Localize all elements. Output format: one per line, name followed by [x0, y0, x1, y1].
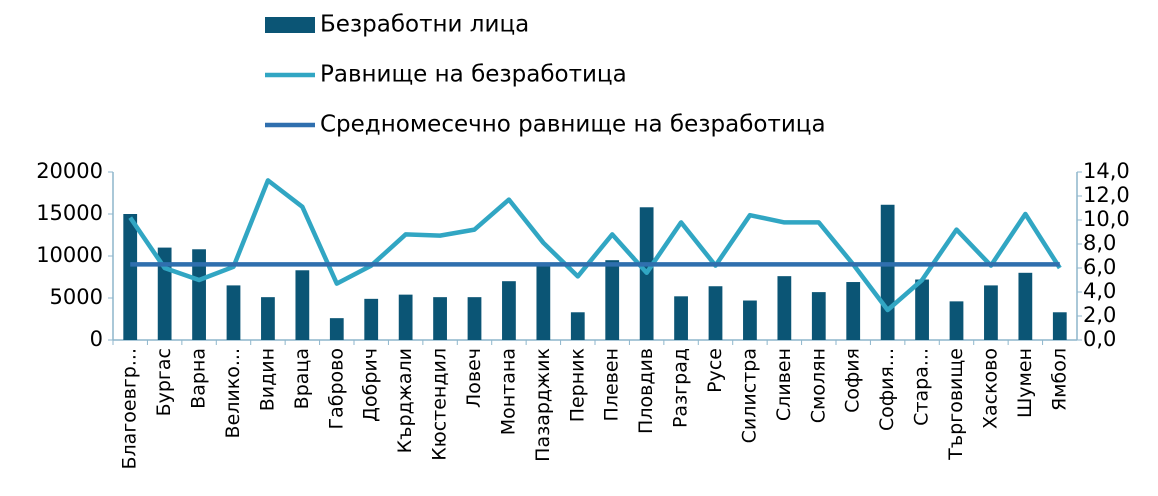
y2-tick-label: 6,0 — [1083, 255, 1116, 279]
x-tick-label: Сливен — [773, 348, 795, 421]
bar — [364, 298, 379, 340]
legend-label: Средномесечно равнище на безработица — [320, 112, 826, 138]
bar — [536, 265, 551, 340]
x-tick-label: Русе — [704, 348, 726, 393]
x-tick-label: Разград — [670, 348, 692, 428]
line — [128, 178, 1062, 313]
x-tick-label: Монтана — [497, 348, 519, 435]
bar — [915, 279, 929, 340]
legend-label: Равнище на безработица — [320, 62, 627, 88]
x-tick-label: Враца — [291, 348, 313, 409]
x-tick-label: Видин — [256, 348, 278, 411]
bar — [777, 276, 792, 340]
bar — [467, 297, 482, 340]
legend-label: Безработни лица — [320, 12, 529, 38]
bar — [605, 260, 620, 340]
bar — [261, 297, 275, 340]
x-tick-label: Кърджали — [394, 348, 416, 453]
x-tick-label: Велико... — [222, 348, 244, 438]
y-tick-label: 15000 — [36, 201, 103, 225]
bar — [674, 296, 688, 340]
x-tick-label: Силистра — [738, 348, 760, 443]
y2-tick-label: 2,0 — [1083, 303, 1116, 327]
bar — [984, 285, 998, 340]
y-tick-label: 20000 — [36, 159, 103, 183]
x-tick-label: Кюстендил — [429, 348, 451, 461]
bar — [811, 292, 826, 340]
x-tick-label: Шумен — [1014, 348, 1036, 418]
x-tick-label: Пловдив — [635, 348, 657, 434]
x-tick-label: Стара... — [911, 348, 933, 426]
x-tick-label: София... — [876, 348, 898, 431]
bar — [846, 282, 861, 340]
x-tick-label: Габрово — [325, 348, 347, 429]
bar — [1052, 312, 1067, 340]
bar — [743, 300, 757, 340]
x-tick-label: Пазарджик — [532, 348, 554, 462]
bar — [329, 318, 344, 340]
y-tick-label: 10000 — [36, 243, 103, 267]
bar — [295, 270, 310, 340]
bar — [192, 249, 206, 340]
bar — [570, 312, 585, 340]
y2-tick-label: 8,0 — [1083, 231, 1116, 255]
x-tick-label: Хасково — [979, 348, 1001, 429]
bar — [880, 204, 895, 340]
bar — [1018, 272, 1033, 340]
y-tick-label: 5000 — [50, 285, 103, 309]
bar — [398, 294, 413, 340]
x-tick-label: Търговище — [945, 348, 967, 461]
y2-tick-label: 10,0 — [1083, 207, 1130, 231]
y-tick-label: 0 — [90, 327, 103, 351]
x-tick-label: Варна — [188, 348, 210, 409]
bar — [949, 301, 964, 340]
bar — [708, 286, 723, 340]
x-tick-label: Благоевгр... — [119, 348, 141, 469]
x-tick-label: София — [842, 348, 864, 413]
bar — [502, 281, 516, 340]
y2-tick-label: 4,0 — [1083, 279, 1116, 303]
x-tick-label: Перник — [566, 348, 588, 422]
x-tick-label: Ямбол — [1048, 348, 1070, 411]
bar — [123, 214, 138, 340]
x-tick-label: Ловеч — [463, 348, 485, 408]
y2-tick-label: 12,0 — [1083, 183, 1130, 207]
y2-tick-label: 0,0 — [1083, 327, 1116, 351]
x-tick-label: Добрич — [360, 348, 382, 422]
x-tick-label: Смолян — [807, 348, 829, 423]
legend-swatch — [265, 17, 315, 33]
x-tick-label: Плевен — [601, 348, 623, 421]
x-tick-label: Бургас — [153, 348, 175, 416]
bar — [433, 297, 447, 340]
bar — [226, 285, 241, 340]
y2-tick-label: 14,0 — [1083, 159, 1130, 183]
